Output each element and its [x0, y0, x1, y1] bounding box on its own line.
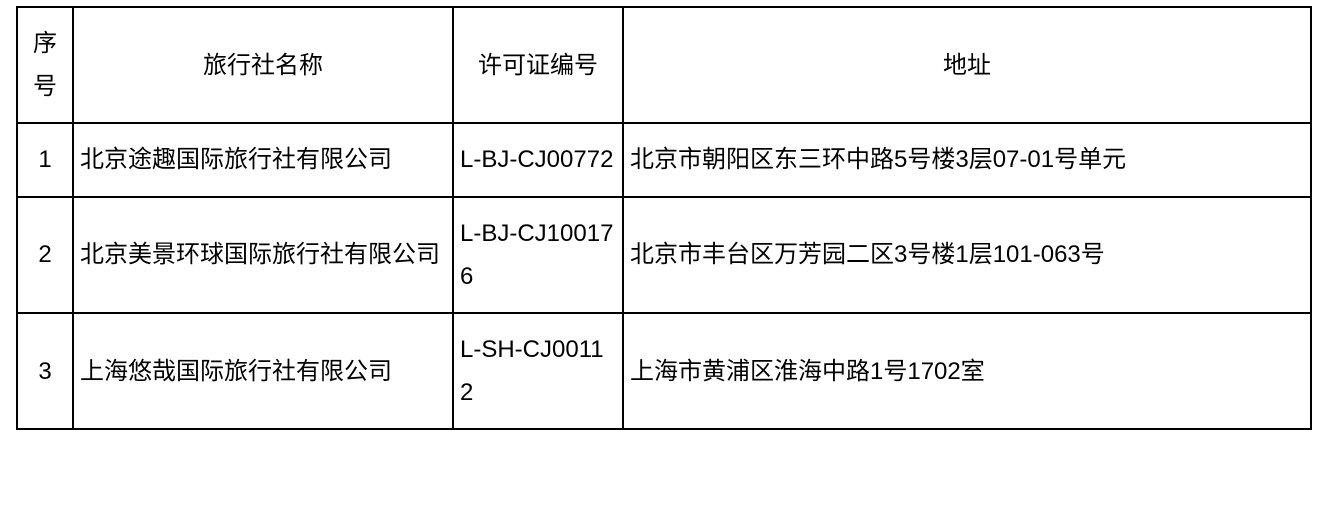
- cell-addr: 上海市黄浦区淮海中路1号1702室: [623, 313, 1311, 429]
- cell-seq: 1: [17, 123, 73, 196]
- cell-lic: L-BJ-CJ00772: [453, 123, 623, 196]
- cell-name: 北京途趣国际旅行社有限公司: [73, 123, 453, 196]
- col-header-addr: 地址: [623, 7, 1311, 123]
- cell-seq: 3: [17, 313, 73, 429]
- travel-agency-table: 序号 旅行社名称 许可证编号 地址 1 北京途趣国际旅行社有限公司 L-BJ-C…: [16, 6, 1312, 430]
- cell-lic: L-SH-CJ00112: [453, 313, 623, 429]
- col-header-seq: 序号: [17, 7, 73, 123]
- page: 序号 旅行社名称 许可证编号 地址 1 北京途趣国际旅行社有限公司 L-BJ-C…: [0, 0, 1326, 514]
- cell-addr: 北京市朝阳区东三环中路5号楼3层07-01号单元: [623, 123, 1311, 196]
- cell-addr: 北京市丰台区万芳园二区3号楼1层101-063号: [623, 197, 1311, 313]
- col-header-name: 旅行社名称: [73, 7, 453, 123]
- table-row: 3 上海悠哉国际旅行社有限公司 L-SH-CJ00112 上海市黄浦区淮海中路1…: [17, 313, 1311, 429]
- cell-name: 上海悠哉国际旅行社有限公司: [73, 313, 453, 429]
- table-head: 序号 旅行社名称 许可证编号 地址: [17, 7, 1311, 123]
- cell-lic: L-BJ-CJ100176: [453, 197, 623, 313]
- col-header-lic: 许可证编号: [453, 7, 623, 123]
- table-row: 1 北京途趣国际旅行社有限公司 L-BJ-CJ00772 北京市朝阳区东三环中路…: [17, 123, 1311, 196]
- cell-seq: 2: [17, 197, 73, 313]
- cell-name: 北京美景环球国际旅行社有限公司: [73, 197, 453, 313]
- table-row: 2 北京美景环球国际旅行社有限公司 L-BJ-CJ100176 北京市丰台区万芳…: [17, 197, 1311, 313]
- table-body: 1 北京途趣国际旅行社有限公司 L-BJ-CJ00772 北京市朝阳区东三环中路…: [17, 123, 1311, 429]
- table-header-row: 序号 旅行社名称 许可证编号 地址: [17, 7, 1311, 123]
